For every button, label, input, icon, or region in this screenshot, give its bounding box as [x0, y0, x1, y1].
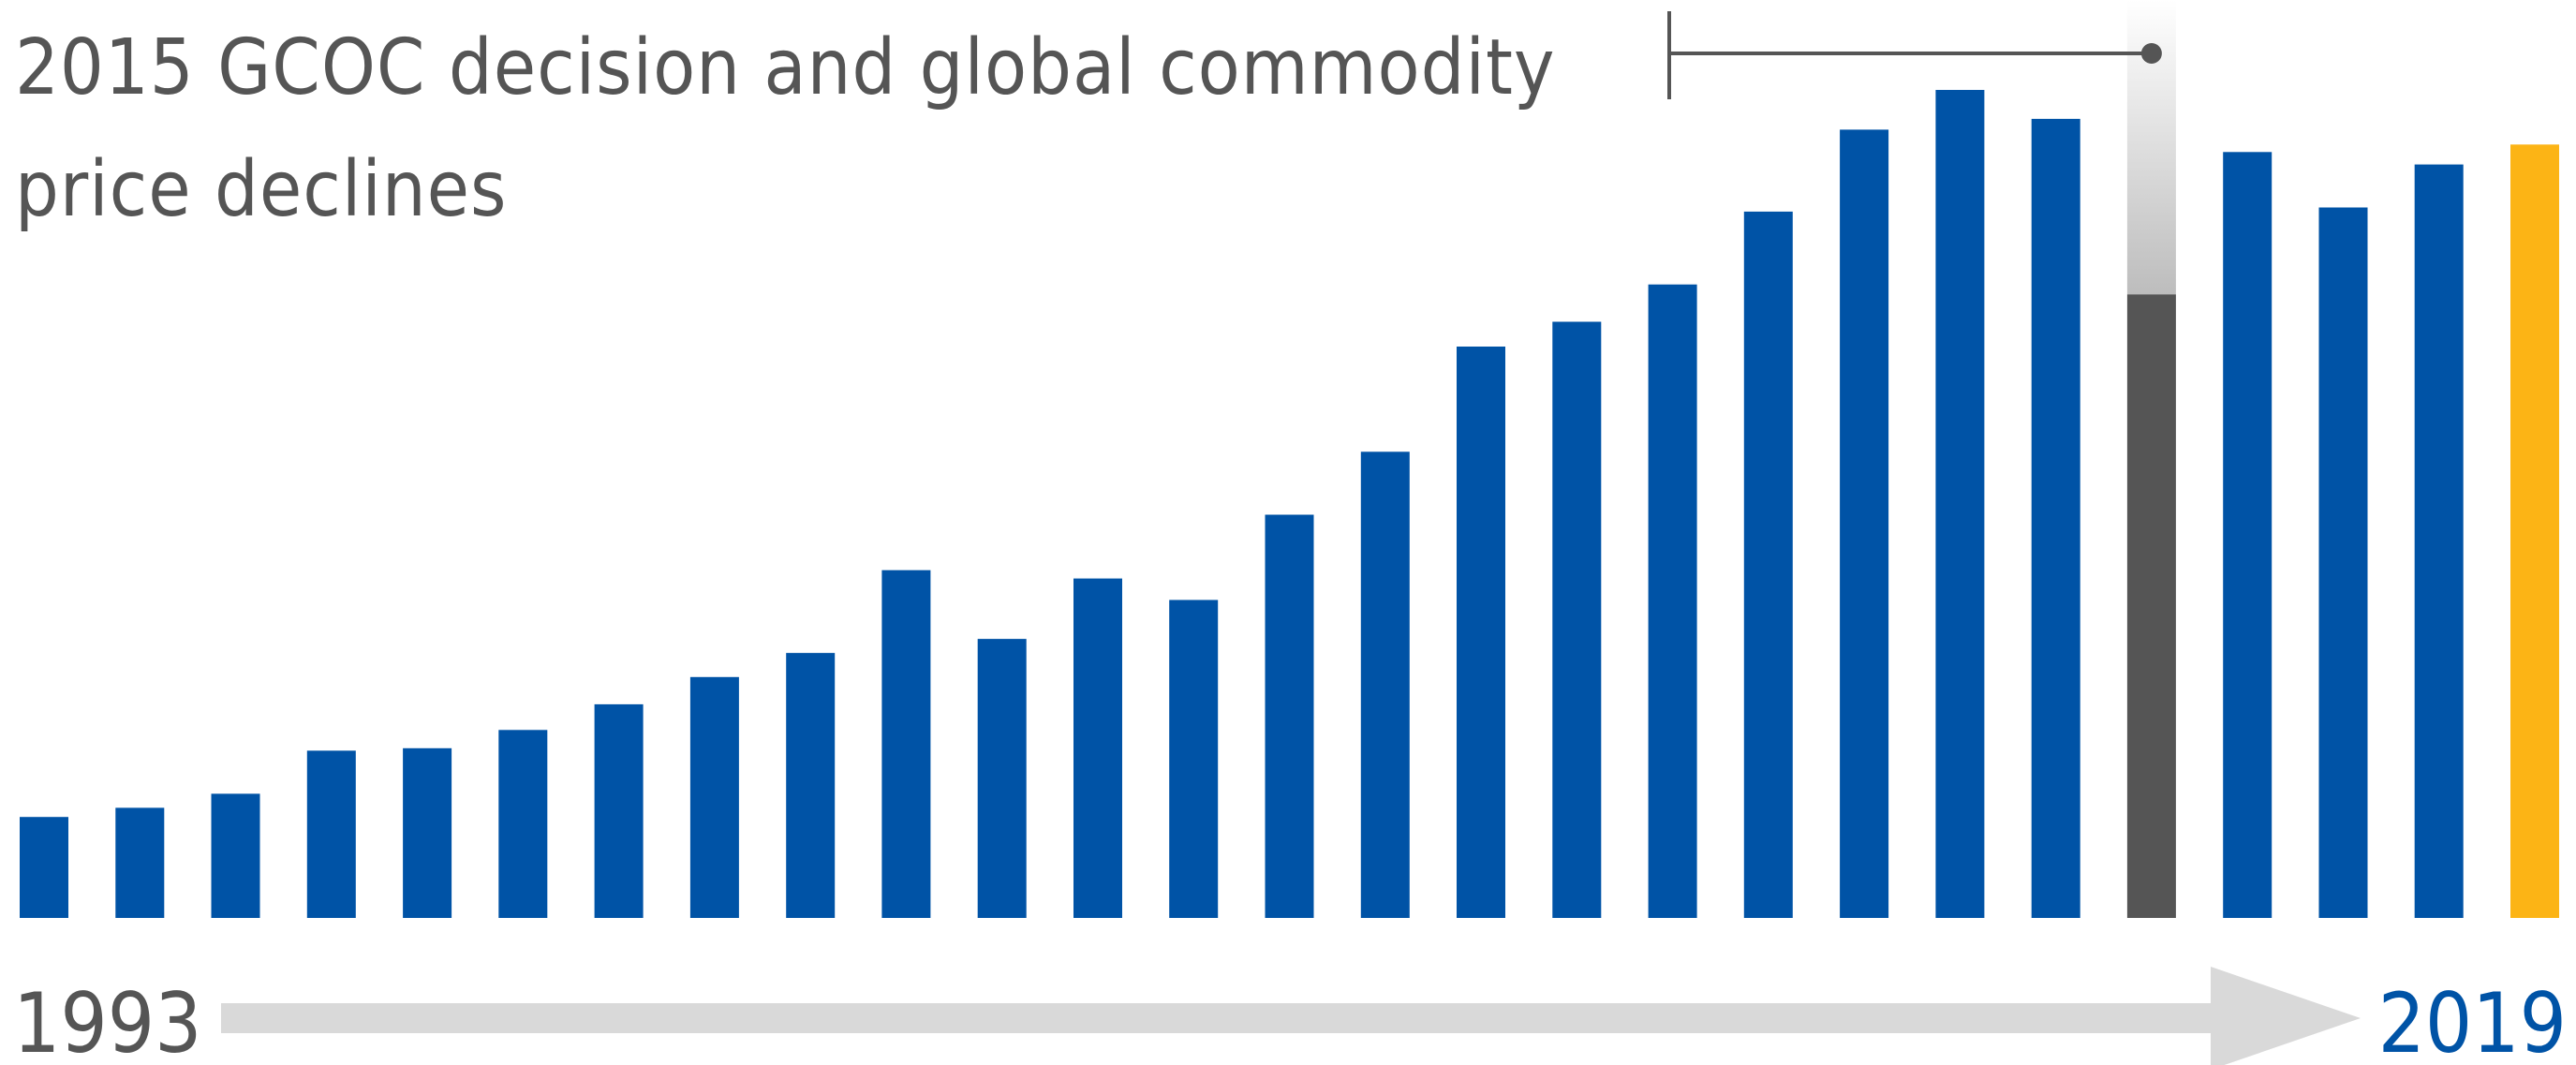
bar-2008 [1457, 347, 1505, 918]
bar-1994 [115, 807, 165, 918]
bar-1997 [403, 747, 452, 918]
bar-2018 [2414, 164, 2464, 919]
bar-2015 [2126, 294, 2176, 918]
bar-1998 [498, 730, 548, 918]
bar-2019 [2510, 144, 2559, 919]
bar-2013 [1935, 90, 1985, 918]
bar-2004 [1073, 578, 1122, 918]
bar-2009 [1552, 321, 1602, 918]
bar-2011 [1743, 211, 1793, 918]
bar-1993 [20, 817, 68, 918]
bar-2007 [1360, 451, 1410, 918]
bar-2017 [2318, 207, 2368, 918]
start-year-label: 1993 [13, 975, 201, 1065]
bar-2005 [1169, 599, 1219, 918]
bar-1995 [211, 793, 260, 918]
bar-2014 [2031, 118, 2080, 918]
bar-1999 [594, 703, 644, 918]
bar-2001 [786, 653, 836, 918]
timeline-arrow-head [2211, 967, 2361, 1065]
bar-2000 [689, 676, 739, 918]
bar-1996 [306, 750, 356, 918]
annotation-line-2: price declines [15, 145, 507, 234]
bar-2016 [2223, 152, 2273, 919]
annotation-line-1: 2015 GCOC decision and global commodity [15, 23, 1556, 112]
bar-2002 [881, 569, 931, 918]
bar-2003 [977, 639, 1027, 918]
annotation-leader-dot [2140, 43, 2162, 64]
end-year-label: 2019 [2378, 975, 2567, 1065]
bar-2006 [1265, 514, 1314, 918]
bar-2012 [1840, 129, 1889, 918]
bar-2010 [1648, 284, 1697, 918]
bar-group [20, 90, 2559, 919]
